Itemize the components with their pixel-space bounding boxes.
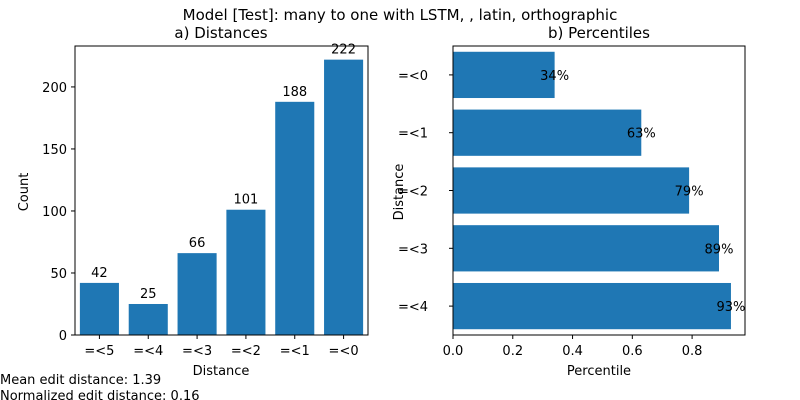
distances-bar bbox=[128, 303, 168, 335]
distances-x-tick-label: =<5 bbox=[84, 344, 114, 359]
percentiles-bar bbox=[453, 109, 642, 156]
percentiles-y-tick-label: =<3 bbox=[398, 242, 428, 257]
distances-x-tick-label: =<0 bbox=[329, 344, 359, 359]
distances-y-tick-label: 50 bbox=[50, 267, 67, 282]
distances-bar-value-label: 222 bbox=[331, 43, 356, 58]
distances-bar bbox=[79, 282, 119, 335]
percentiles-x-axis-label: Percentile bbox=[567, 364, 631, 379]
percentiles-y-tick-label: =<1 bbox=[398, 127, 428, 142]
distances-bar bbox=[275, 101, 315, 335]
distances-y-tick-label: 100 bbox=[42, 205, 67, 220]
percentiles-y-tick-label: =<4 bbox=[398, 300, 428, 315]
distances-x-axis-label: Distance bbox=[193, 364, 250, 379]
percentiles-bar bbox=[453, 51, 555, 99]
distances-bar-value-label: 42 bbox=[91, 266, 108, 281]
percentiles-x-tick-label: 0.4 bbox=[562, 344, 583, 359]
percentiles-plot-frame bbox=[452, 45, 746, 336]
distances-plot-frame bbox=[74, 45, 369, 336]
percentiles-bar bbox=[453, 225, 719, 272]
distances-bar bbox=[226, 209, 266, 335]
distances-y-axis-label: Count bbox=[17, 173, 32, 212]
distances-x-tick-label: =<4 bbox=[133, 344, 163, 359]
distances-chart-title: a) Distances bbox=[174, 24, 267, 42]
percentiles-y-axis-label: Distance bbox=[392, 164, 407, 221]
percentiles-y-tick-label: =<2 bbox=[398, 185, 428, 200]
percentiles-bar-value-label: 93% bbox=[716, 300, 745, 315]
distances-x-tick-label: =<1 bbox=[280, 344, 310, 359]
mean-edit-distance-text: Mean edit distance: 1.39 bbox=[0, 373, 161, 388]
normalized-edit-distance-text: Normalized edit distance: 0.16 bbox=[0, 389, 200, 400]
distances-bar bbox=[177, 253, 217, 335]
percentiles-bar-value-label: 79% bbox=[675, 185, 704, 200]
distances-y-tick-label: 150 bbox=[42, 143, 67, 158]
distances-y-tick-label: 200 bbox=[42, 81, 67, 96]
percentiles-x-tick-label: 0.0 bbox=[443, 344, 464, 359]
distances-bar-value-label: 188 bbox=[282, 85, 307, 100]
percentiles-bar bbox=[453, 282, 731, 330]
percentiles-chart: b) Percentiles 34% 63% 79% 89% 93% =<0 =<1 =<2… bbox=[392, 24, 746, 379]
percentiles-x-tick-label: 0.8 bbox=[682, 344, 703, 359]
distances-x-tick-label: =<3 bbox=[182, 344, 212, 359]
percentiles-chart-title: b) Percentiles bbox=[548, 24, 650, 42]
distances-chart: a) Distances 42 25 66 101 188 222 =<5 =<4 =<3 =<… bbox=[17, 24, 369, 379]
distances-bar-value-label: 25 bbox=[140, 287, 157, 302]
distances-bar-value-label: 101 bbox=[234, 193, 259, 208]
distances-bar bbox=[324, 59, 364, 336]
percentiles-x-tick-label: 0.2 bbox=[502, 344, 523, 359]
distances-bar-value-label: 66 bbox=[189, 236, 206, 251]
percentiles-bar-value-label: 34% bbox=[540, 69, 569, 84]
percentiles-bar bbox=[453, 167, 690, 214]
percentiles-x-tick-label: 0.6 bbox=[622, 344, 643, 359]
figure-suptitle: Model [Test]: many to one with LSTM, , l… bbox=[183, 6, 618, 24]
percentiles-bar-value-label: 89% bbox=[705, 242, 734, 257]
distances-y-tick-label: 0 bbox=[59, 329, 67, 344]
percentiles-y-tick-label: =<0 bbox=[398, 69, 428, 84]
percentiles-bar-value-label: 63% bbox=[627, 127, 656, 142]
distances-x-tick-label: =<2 bbox=[231, 344, 261, 359]
